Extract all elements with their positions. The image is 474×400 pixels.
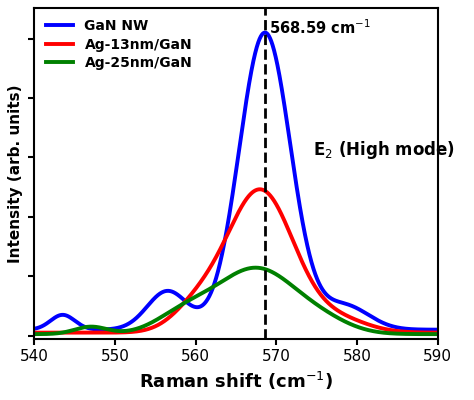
Ag-25nm/GaN (253, 265, 258, 270)
Y-axis label: Intensity (arb. units): Intensity (arb. units) (9, 84, 23, 263)
Text: E$_2$ (High mode): E$_2$ (High mode) (312, 139, 455, 161)
Ag-25nm/GaN (383, 330, 389, 335)
Ag-25nm/GaN (204, 288, 210, 293)
X-axis label: Raman shift (cm$^{-1}$): Raman shift (cm$^{-1}$) (139, 370, 333, 392)
Ag-13nm/GaN (435, 330, 440, 335)
Ag-13nm/GaN (101, 330, 107, 335)
Ag-25nm/GaN (435, 332, 440, 336)
Line: GaN NW: GaN NW (35, 32, 438, 330)
Ag-13nm/GaN (257, 187, 263, 192)
Text: 568.59 cm$^{-1}$: 568.59 cm$^{-1}$ (269, 18, 371, 37)
Ag-25nm/GaN (101, 326, 107, 331)
GaN NW (204, 298, 210, 303)
Ag-13nm/GaN (186, 294, 192, 299)
GaN NW (435, 327, 440, 332)
Ag-25nm/GaN (427, 332, 433, 336)
Ag-13nm/GaN (78, 330, 83, 335)
GaN NW (383, 322, 389, 327)
GaN NW (78, 322, 83, 327)
GaN NW (101, 327, 107, 332)
Legend: GaN NW, Ag-13nm/GaN, Ag-25nm/GaN: GaN NW, Ag-13nm/GaN, Ag-25nm/GaN (41, 15, 196, 74)
Ag-13nm/GaN (32, 330, 37, 335)
Ag-25nm/GaN (78, 326, 83, 330)
Line: Ag-25nm/GaN: Ag-25nm/GaN (35, 268, 438, 334)
Ag-13nm/GaN (383, 327, 389, 332)
Ag-25nm/GaN (186, 298, 192, 303)
Ag-13nm/GaN (427, 330, 433, 335)
GaN NW (427, 327, 433, 332)
Ag-13nm/GaN (204, 271, 210, 276)
GaN NW (32, 326, 37, 331)
Ag-25nm/GaN (32, 332, 37, 336)
Line: Ag-13nm/GaN: Ag-13nm/GaN (35, 189, 438, 333)
GaN NW (186, 302, 192, 306)
GaN NW (262, 30, 268, 35)
